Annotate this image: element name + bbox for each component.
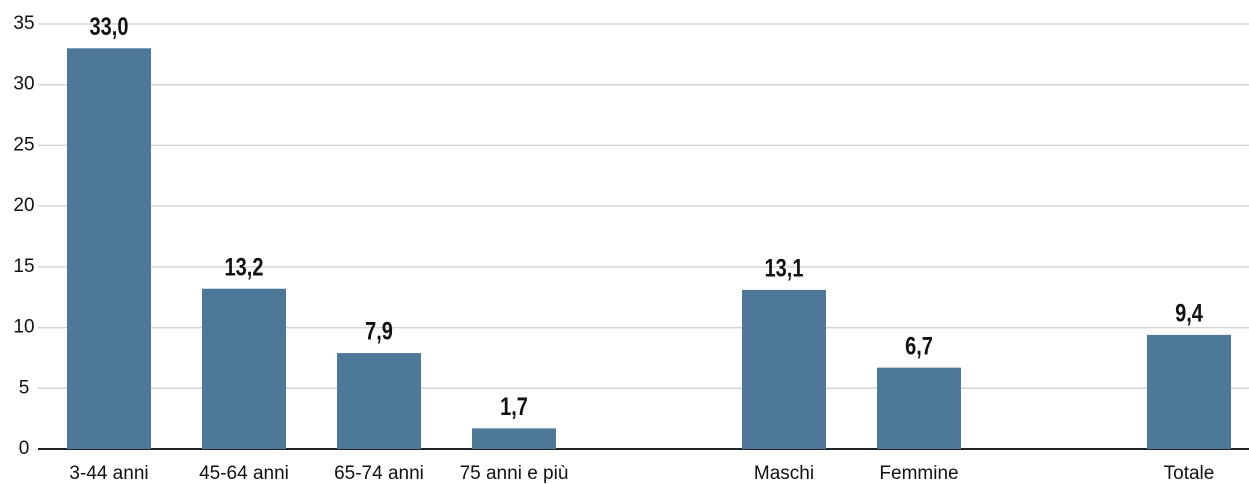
value-label: 7,9 [365,318,393,346]
x-tick-label: 45-64 anni [199,463,289,484]
value-label: 13,2 [225,253,264,281]
x-tick-label: 3-44 anni [69,463,148,484]
y-tick-label: 10 [13,317,34,338]
value-label: 6,7 [905,332,933,360]
bar [877,367,961,449]
value-label: 33,0 [90,13,129,41]
x-tick-label: Femmine [879,463,958,484]
y-tick-label: 20 [13,195,34,216]
y-tick-label: 30 [13,74,34,95]
x-tick-label: Maschi [754,463,814,484]
y-tick-label: 5 [19,377,30,398]
y-tick-label: 0 [19,438,30,459]
value-label: 13,1 [765,254,804,282]
x-tick-label: Totale [1164,463,1215,484]
value-label: 9,4 [1175,299,1203,327]
bar [742,289,826,449]
x-tick-label: 75 anni e più [460,463,569,484]
bar [337,353,421,449]
x-tick-label: 65-74 anni [334,463,424,484]
y-tick-label: 25 [13,134,34,155]
bar [1147,334,1231,449]
bar [202,288,286,449]
value-label: 1,7 [500,393,528,421]
y-tick-label: 15 [13,256,34,277]
bar [67,48,151,450]
y-tick-label: 35 [13,13,34,34]
bar [472,428,556,449]
